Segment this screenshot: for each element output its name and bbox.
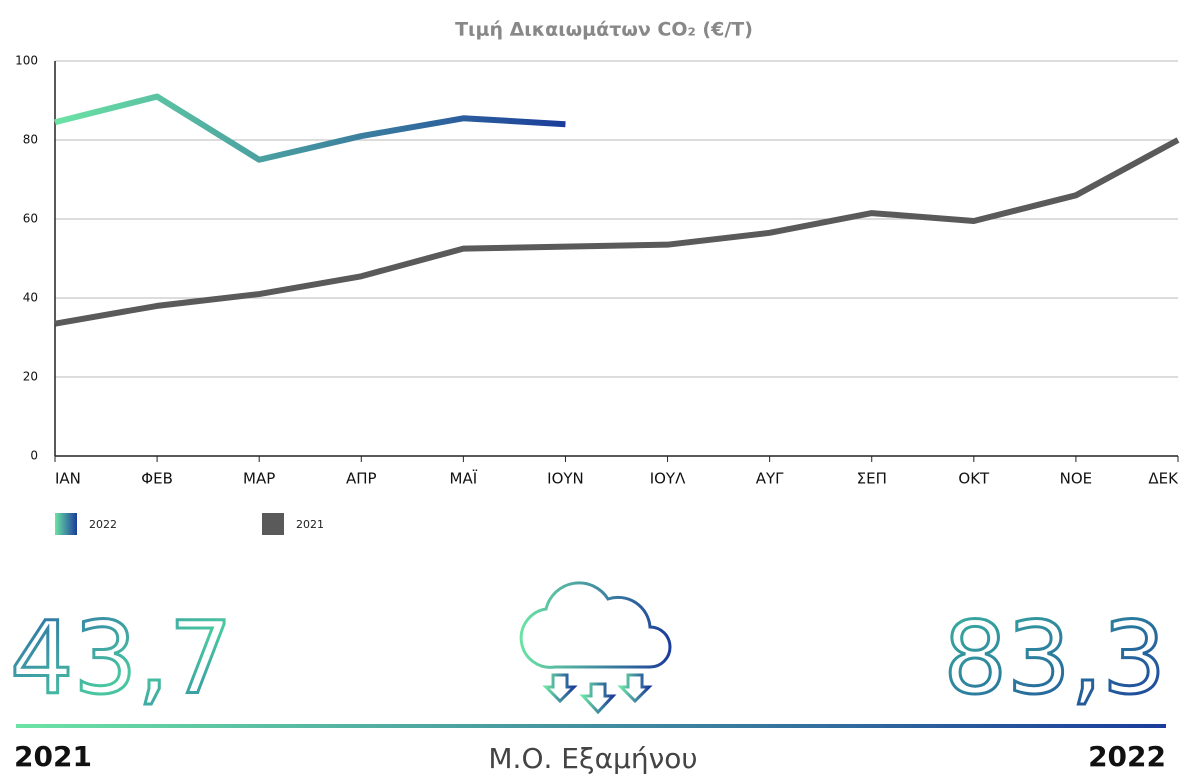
legend-swatch bbox=[262, 513, 284, 535]
divider bbox=[16, 724, 1166, 728]
y-tick-label: 100 bbox=[15, 54, 38, 68]
left-year: 2021 bbox=[14, 740, 92, 773]
x-tick-label: ΑΥΓ bbox=[756, 470, 784, 488]
x-tick-label: ΙΟΥΝ bbox=[547, 470, 584, 488]
x-tick-label: ΟΚΤ bbox=[958, 470, 990, 488]
y-tick-label: 40 bbox=[23, 291, 38, 305]
legend-label: 2022 bbox=[89, 518, 117, 531]
line-series bbox=[54, 93, 566, 163]
line-series bbox=[54, 137, 1180, 327]
right-value: 83,3 bbox=[943, 599, 1166, 716]
legend-swatch bbox=[55, 513, 77, 535]
chart-title: Τιμή Δικαιωμάτων CO₂ (€/Τ) bbox=[455, 19, 753, 41]
cloud-icon bbox=[519, 581, 672, 715]
legend-label: 2021 bbox=[296, 518, 324, 531]
y-tick-label: 60 bbox=[23, 212, 38, 226]
x-tick-label: ΣΕΠ bbox=[857, 470, 887, 488]
x-tick-label: ΙΟΥΛ bbox=[650, 470, 686, 488]
x-tick-label: ΜΑΪ bbox=[450, 469, 478, 488]
right-year: 2022 bbox=[1088, 740, 1166, 773]
x-tick-label: ΔΕΚ bbox=[1148, 470, 1179, 488]
x-tick-label: ΝΟΕ bbox=[1060, 470, 1093, 488]
x-tick-label: ΑΠΡ bbox=[346, 470, 377, 488]
x-tick-label: ΦΕΒ bbox=[141, 470, 173, 488]
y-tick-label: 20 bbox=[23, 370, 38, 384]
summary-label: Μ.Ο. Εξαμήνου bbox=[488, 742, 697, 775]
plot: 0 20 40 60 80 100 ΙΑΝ ΦΕΒ ΜΑΡ ΑΠΡ ΜΑΪ ΙΟΥΝ ΙΟΥΛ ΑΥΓ ΣΕ… bbox=[15, 54, 1180, 535]
x-tick-label: ΜΑΡ bbox=[243, 470, 275, 488]
y-tick-label: 0 bbox=[30, 449, 38, 463]
x-tick-label: ΙΑΝ bbox=[55, 470, 81, 488]
y-tick-label: 80 bbox=[23, 133, 38, 147]
left-value: 43,7 bbox=[10, 599, 233, 716]
